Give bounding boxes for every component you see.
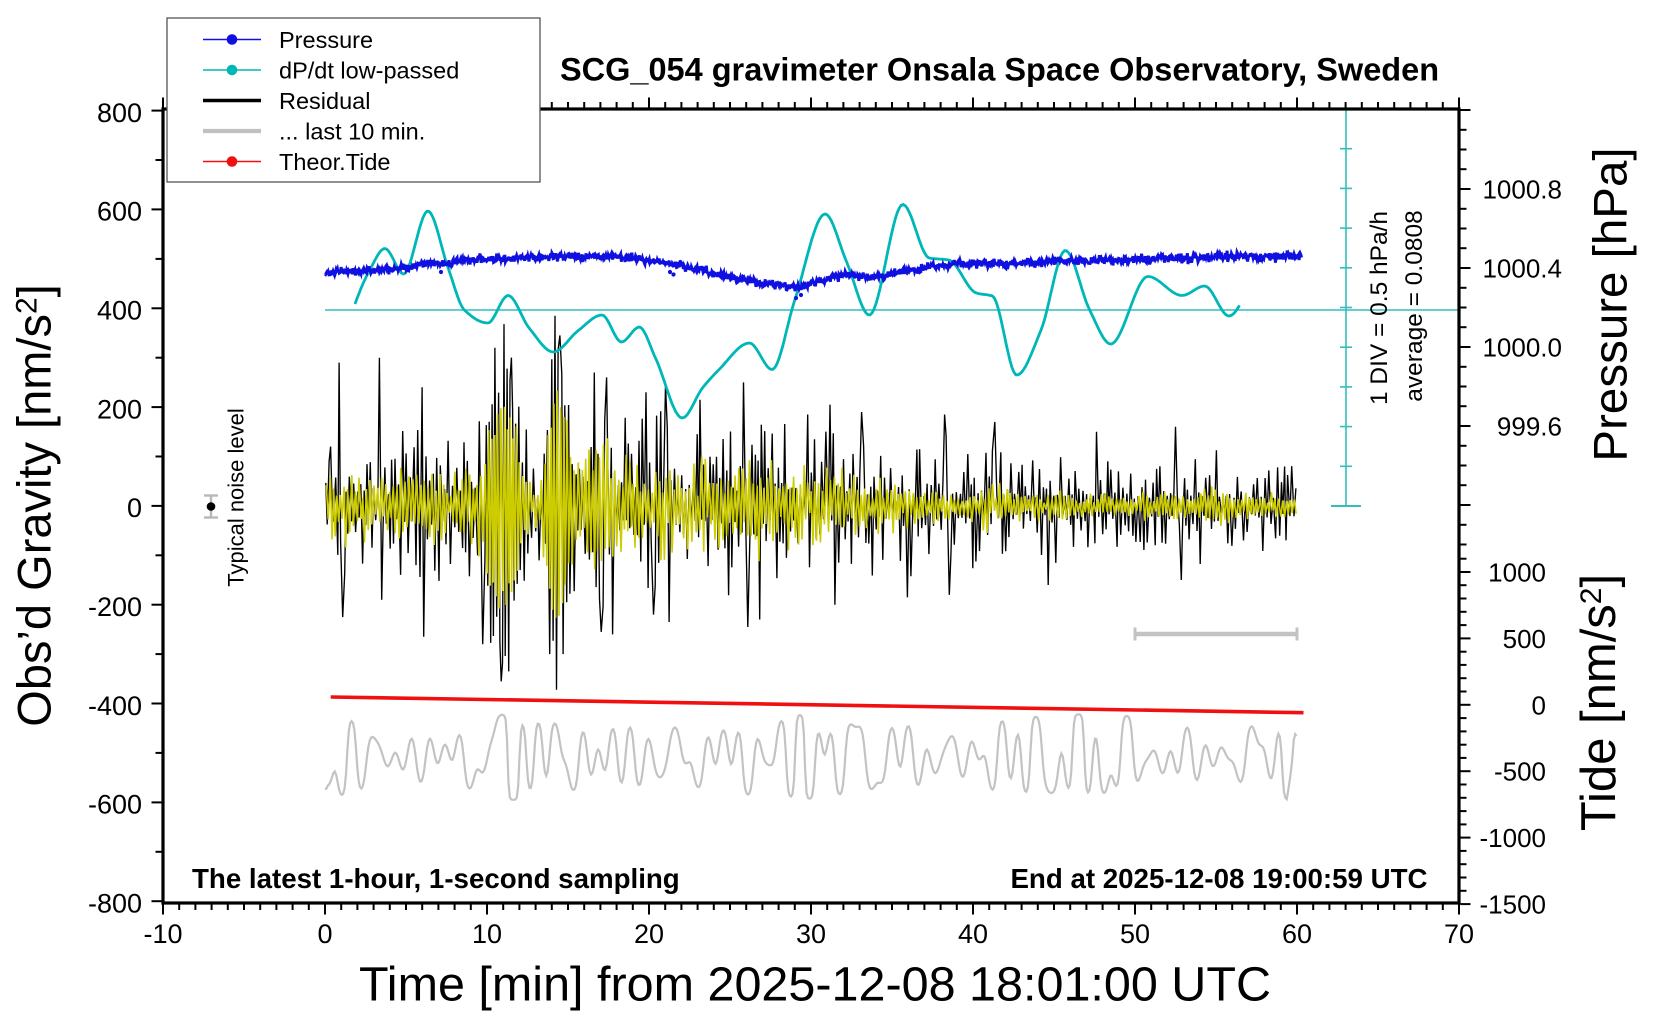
svg-text:70: 70 [1444, 919, 1474, 949]
svg-text:600: 600 [97, 197, 142, 227]
svg-text:Pressure [hPa]: Pressure [hPa] [1585, 147, 1638, 461]
svg-text:0: 0 [317, 919, 332, 949]
svg-text:800: 800 [97, 98, 142, 128]
svg-text:-600: -600 [88, 790, 142, 820]
svg-text:-10: -10 [143, 919, 182, 949]
svg-text:-200: -200 [88, 592, 142, 622]
svg-text:60: 60 [1282, 919, 1312, 949]
svg-text:Pressure: Pressure [279, 27, 373, 53]
svg-text:-1000: -1000 [1480, 823, 1547, 853]
svg-text:The latest 1-hour, 1-second sa: The latest 1-hour, 1-second sampling [192, 863, 680, 894]
svg-text:Residual: Residual [279, 88, 370, 114]
svg-text:30: 30 [796, 919, 826, 949]
svg-text:-400: -400 [88, 691, 142, 721]
svg-text:Time [min] from 2025-12-08 18:: Time [min] from 2025-12-08 18:01:00 UTC [359, 958, 1271, 1012]
svg-text:... last 10 min.: ... last 10 min. [279, 118, 425, 144]
svg-text:1 DIV = 0.5 hPa/h: 1 DIV = 0.5 hPa/h [1366, 211, 1393, 405]
svg-text:500: 500 [1503, 624, 1546, 654]
svg-text:0: 0 [127, 493, 142, 523]
svg-text:dP/dt low-passed: dP/dt low-passed [279, 57, 459, 83]
svg-text:1000.4: 1000.4 [1482, 254, 1562, 284]
svg-text:average = 0.0808: average = 0.0808 [1401, 210, 1428, 401]
svg-text:SCG_054 gravimeter Onsala Spac: SCG_054 gravimeter Onsala Space Observat… [560, 52, 1439, 88]
svg-text:-500: -500 [1494, 757, 1546, 787]
svg-text:1000: 1000 [1488, 558, 1546, 588]
svg-text:End at 2025-12-08 19:00:59 UTC: End at 2025-12-08 19:00:59 UTC [1010, 863, 1427, 894]
svg-text:Theor.Tide: Theor.Tide [279, 149, 390, 175]
svg-text:20: 20 [634, 919, 664, 949]
svg-text:0: 0 [1532, 690, 1546, 720]
svg-text:-800: -800 [88, 889, 142, 919]
svg-text:Tide [nm/s2]: Tide [nm/s2] [1572, 574, 1626, 831]
svg-text:1000.8: 1000.8 [1482, 175, 1562, 205]
svg-text:Obs’d Gravity [nm/s2]: Obs’d Gravity [nm/s2] [8, 284, 61, 726]
svg-text:50: 50 [1120, 919, 1150, 949]
svg-text:-1500: -1500 [1480, 890, 1547, 920]
svg-text:400: 400 [97, 296, 142, 326]
svg-text:999.6: 999.6 [1497, 412, 1562, 442]
svg-text:40: 40 [958, 919, 988, 949]
svg-text:200: 200 [97, 394, 142, 424]
svg-text:1000.0: 1000.0 [1482, 333, 1562, 363]
svg-text:Typical noise level: Typical noise level [224, 408, 249, 587]
svg-text:10: 10 [472, 919, 502, 949]
